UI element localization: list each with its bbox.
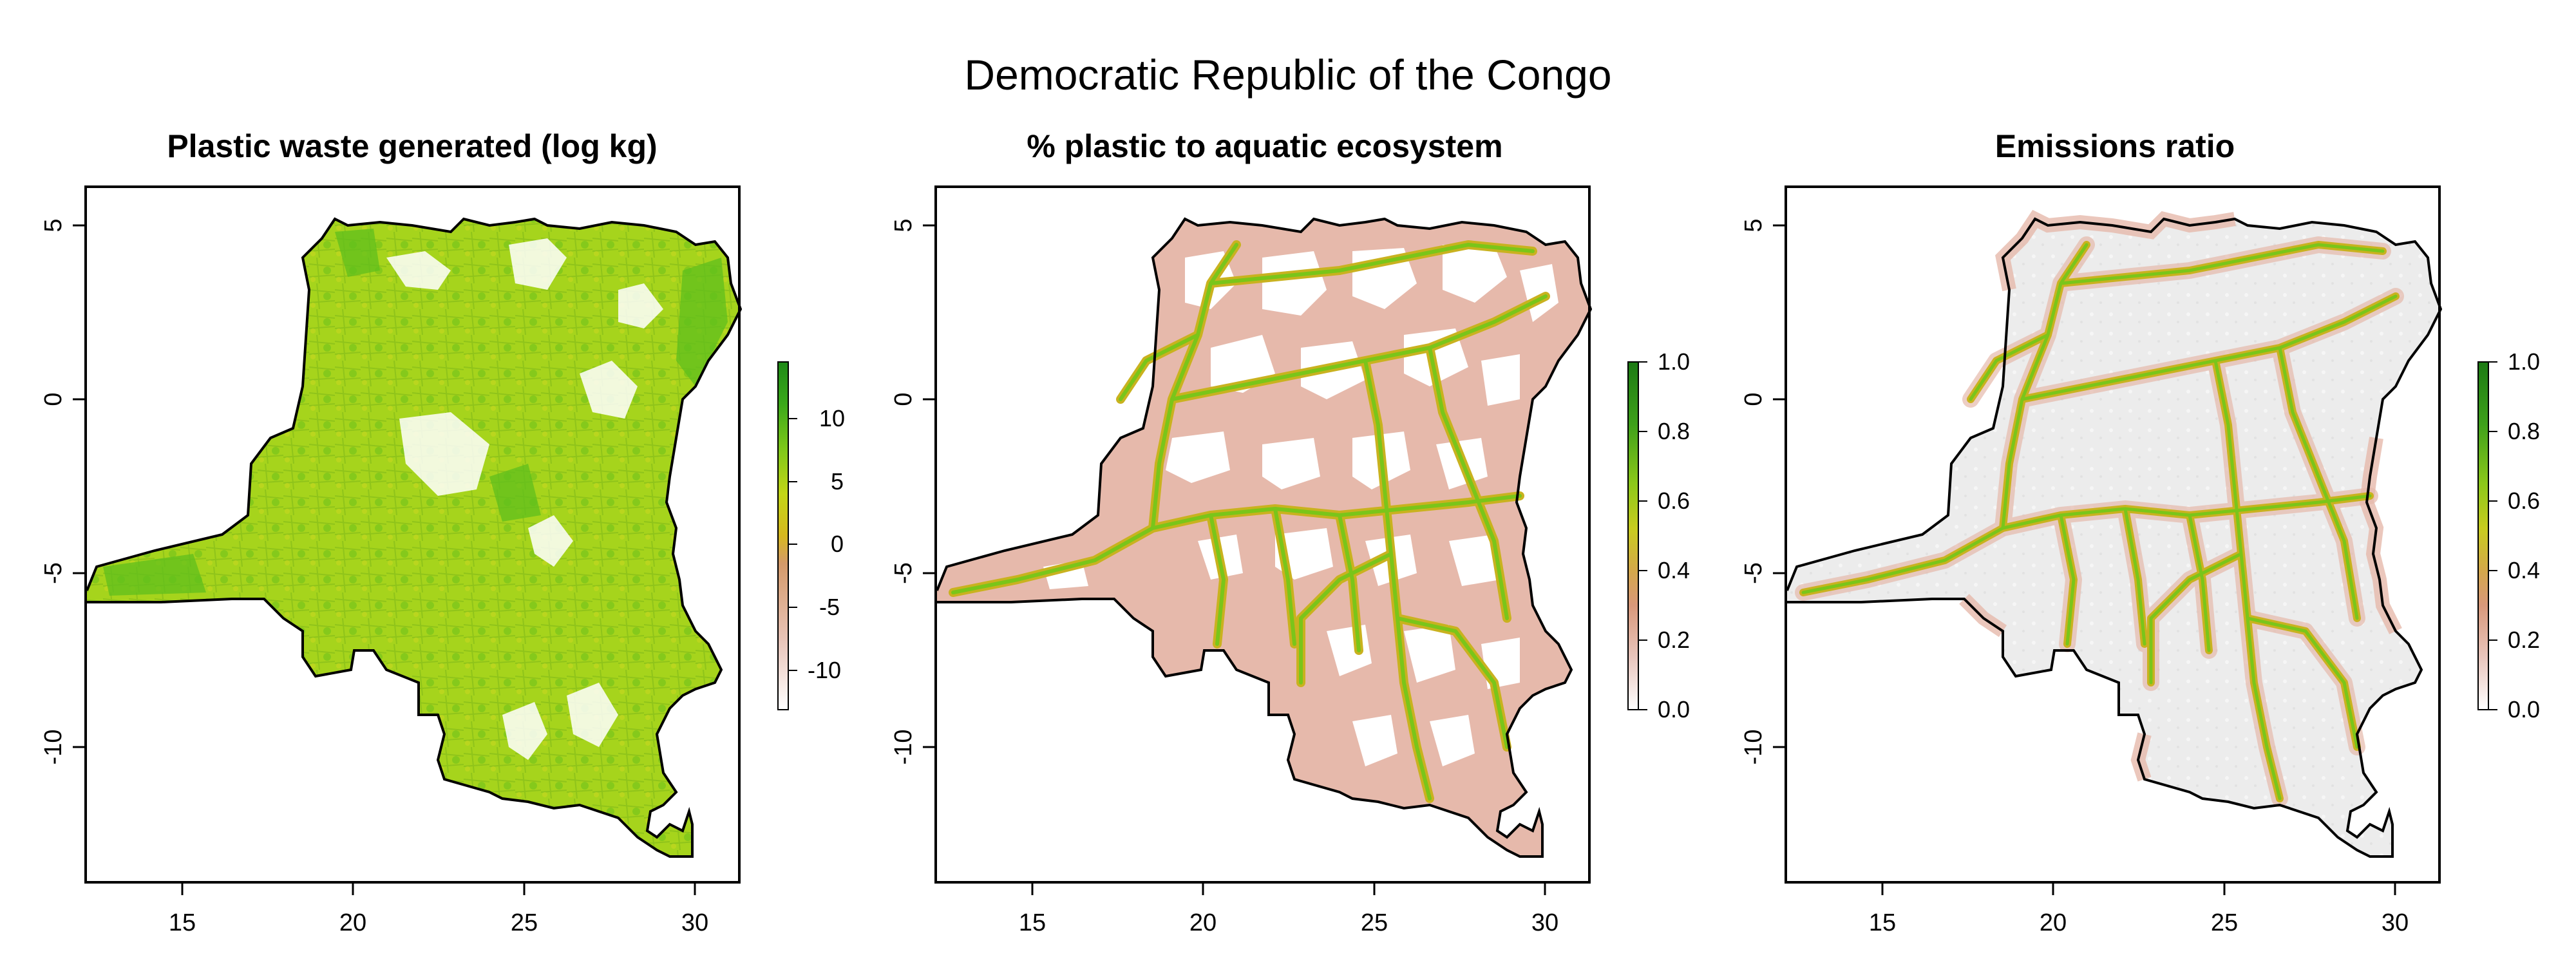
legend-tick-label: 0.8 — [1658, 418, 1690, 444]
y-tick-label: -5 — [40, 562, 67, 584]
waste-gaps — [386, 238, 663, 760]
map-plot-area — [934, 185, 1593, 884]
legend-tick-label: 1.0 — [2508, 348, 2540, 375]
country-map — [936, 217, 1593, 858]
y-tick-label: -5 — [890, 562, 917, 584]
y-tick-label: 0 — [1740, 392, 1767, 406]
country-map — [86, 217, 743, 858]
x-tick-label: 25 — [511, 909, 538, 936]
legend-tick-label: 0.0 — [1658, 696, 1690, 723]
country-outline — [1786, 217, 2443, 858]
legend-colorbar — [2477, 361, 2489, 710]
river-network — [949, 240, 1550, 803]
legend-tick-label: 1.0 — [1658, 348, 1690, 375]
x-tick-label: 30 — [1531, 909, 1558, 936]
panel-title: Emissions ratio — [1995, 128, 2235, 164]
legend-tick-label: 0 — [831, 531, 844, 557]
y-tick-label: 5 — [40, 218, 67, 232]
y-axis: 5 0 -5 -10 — [890, 218, 937, 765]
x-tick-label: 25 — [1361, 909, 1388, 936]
y-tick-label: -10 — [1740, 730, 1767, 765]
interfluve-white-areas — [1043, 245, 1558, 766]
x-tick-label: 30 — [2382, 909, 2409, 936]
x-axis: 15 20 25 30 — [1019, 881, 1558, 936]
legend-tick-label: -5 — [819, 594, 840, 620]
color-legend: 1.0 0.8 0.6 0.4 0.2 0.0 — [2477, 348, 2540, 723]
x-tick-label: 20 — [1189, 909, 1217, 936]
y-tick-label: -5 — [1740, 562, 1767, 584]
country-map — [1786, 209, 2443, 858]
x-tick-label: 15 — [169, 909, 196, 936]
y-tick-label: 5 — [1740, 218, 1767, 232]
legend-tick-label: 0.6 — [2508, 488, 2540, 514]
legend-tick-label: -10 — [808, 657, 841, 683]
country-outline — [86, 217, 743, 858]
map-plot-area — [1785, 185, 2443, 884]
legend-tick-label: 0.4 — [2508, 557, 2540, 583]
legend-tick-label: 0.2 — [1658, 627, 1690, 653]
y-tick-label: 0 — [40, 392, 67, 406]
country-outline — [936, 217, 1593, 858]
legend-colorbar — [1627, 361, 1639, 710]
panel-title: Plastic waste generated (log kg) — [167, 128, 657, 164]
legend-tick-label: 0.0 — [2508, 696, 2540, 723]
x-tick-label: 20 — [339, 909, 366, 936]
map-plot-area — [84, 185, 743, 884]
x-axis: 15 20 25 30 — [169, 881, 708, 936]
color-legend: 1.0 0.8 0.6 0.4 0.2 0.0 — [1627, 348, 1690, 723]
legend-tick-label: 0.2 — [2508, 627, 2540, 653]
x-tick-label: 20 — [2040, 909, 2067, 936]
x-tick-label: 30 — [681, 909, 708, 936]
panel-plastic-to-aquatic: % plastic to aquatic ecosystem 15 20 25 — [890, 128, 1690, 936]
y-axis: 5 0 -5 -10 — [1740, 218, 1787, 765]
y-axis: 5 0 -5 -10 — [40, 218, 87, 765]
river-network — [1795, 236, 2404, 807]
legend-tick-label: 5 — [831, 468, 844, 495]
y-tick-label: 5 — [890, 218, 917, 232]
legend-tick-label: 0.8 — [2508, 418, 2540, 444]
y-tick-label: -10 — [890, 730, 917, 765]
color-legend: 10 5 0 -5 -10 — [777, 361, 845, 710]
x-tick-label: 15 — [1019, 909, 1046, 936]
y-tick-label: -10 — [40, 730, 67, 765]
x-tick-label: 15 — [1869, 909, 1896, 936]
waste-dark-patches — [103, 229, 728, 596]
legend-tick-label: 10 — [819, 405, 845, 431]
x-axis: 15 20 25 30 — [1869, 881, 2409, 936]
legend-tick-label: 0.4 — [1658, 557, 1690, 583]
panel-emissions-ratio: Emissions ratio 15 20 25 30 — [1740, 128, 2540, 936]
legend-tick-label: 0.6 — [1658, 488, 1690, 514]
figure-title: Democratic Republic of the Congo — [964, 51, 1612, 99]
x-tick-label: 25 — [2211, 909, 2238, 936]
legend-colorbar — [777, 361, 789, 710]
y-tick-label: 0 — [890, 392, 917, 406]
panel-title: % plastic to aquatic ecosystem — [1027, 128, 1502, 164]
panel-plastic-waste: Plastic waste generated (log kg) 15 20 2… — [40, 128, 845, 936]
